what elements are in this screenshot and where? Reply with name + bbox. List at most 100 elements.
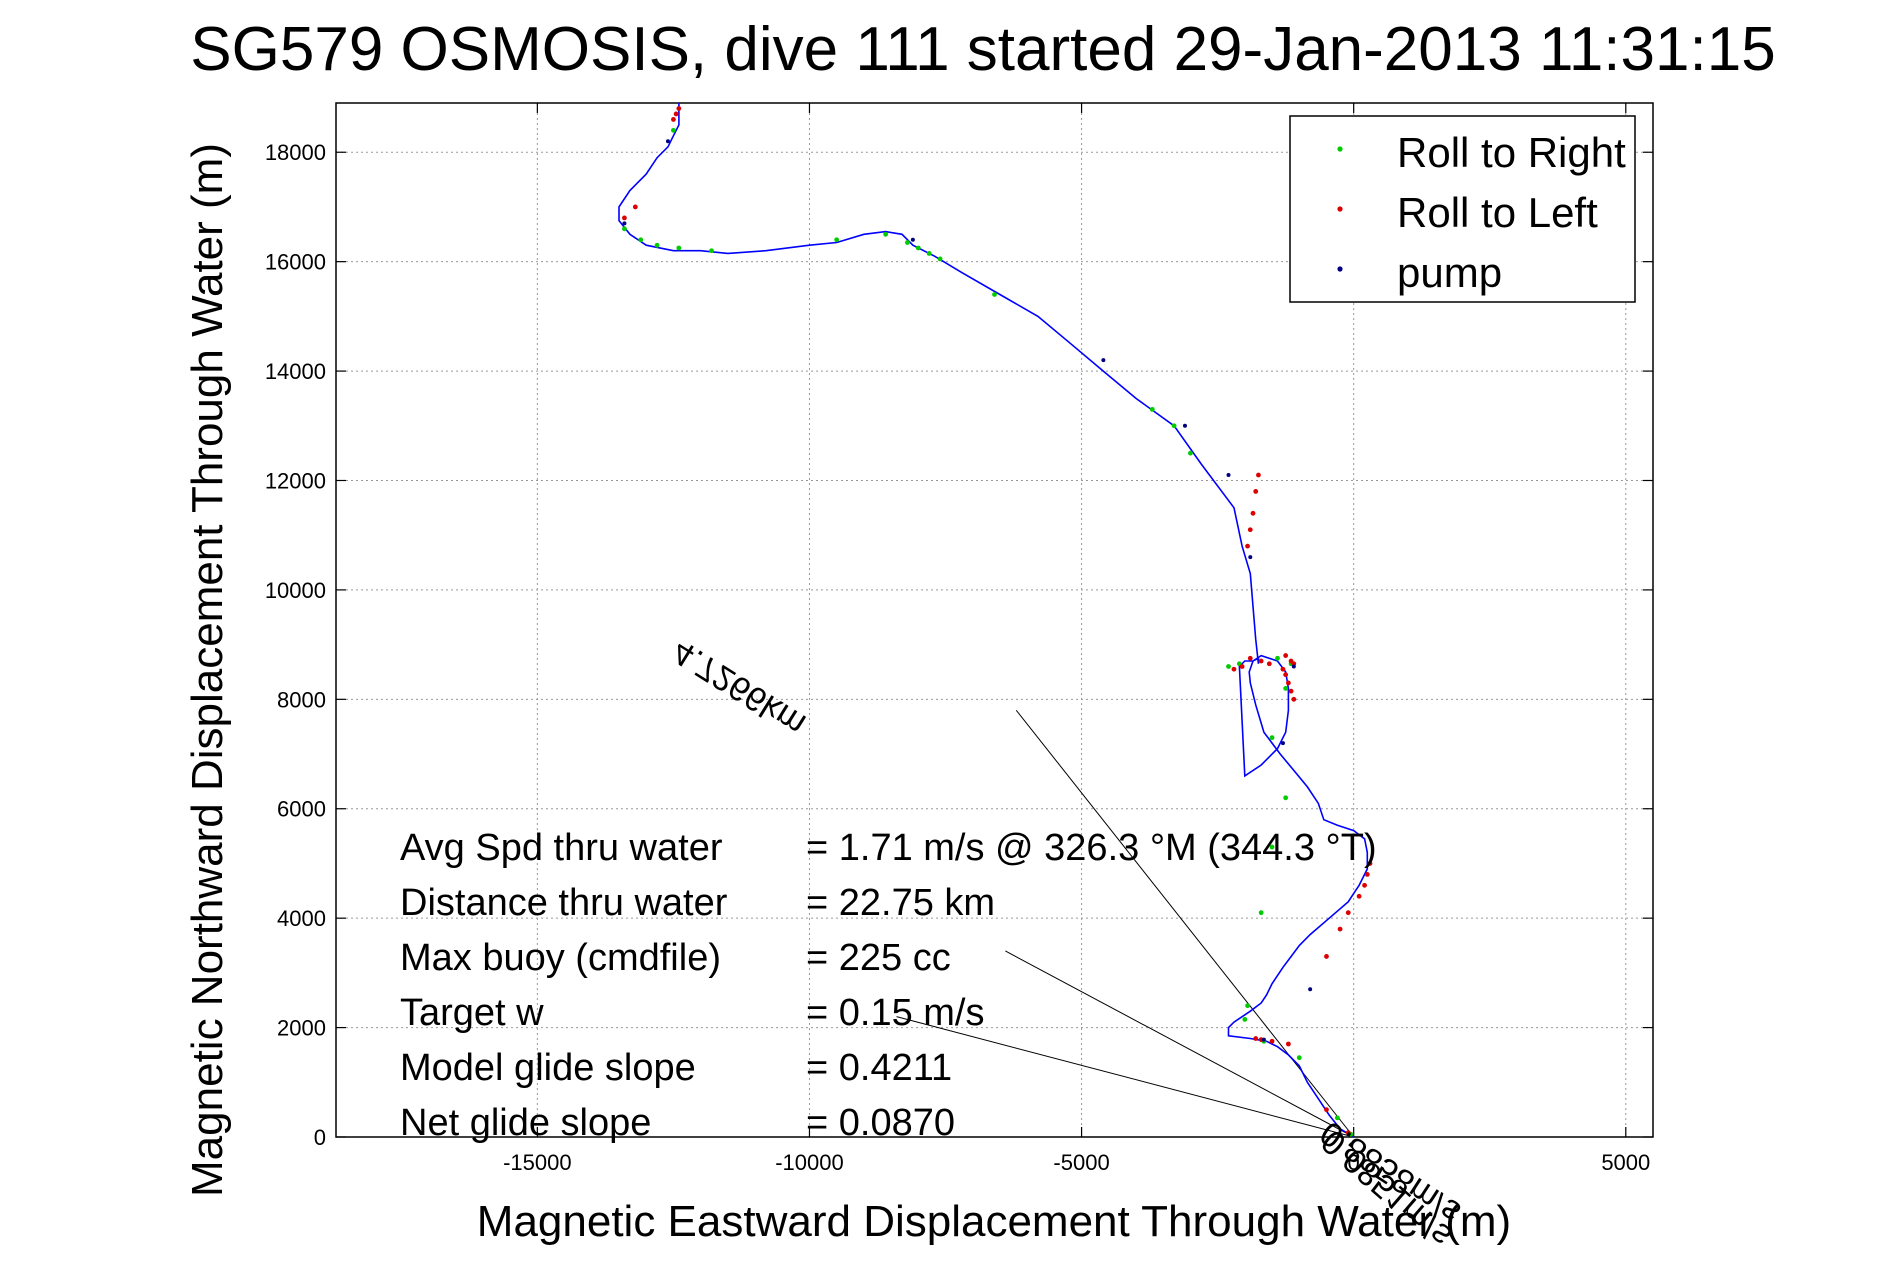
roll-left-point bbox=[1283, 653, 1289, 658]
stat-value: = 0.0870 bbox=[806, 1102, 955, 1144]
roll-left-point bbox=[1345, 1130, 1351, 1136]
pump-point bbox=[665, 139, 670, 144]
roll-left-point bbox=[1247, 527, 1253, 533]
roll-left-point bbox=[1345, 910, 1351, 916]
roll-right-point bbox=[1334, 1115, 1340, 1121]
stat-value: = 22.75 km bbox=[806, 882, 995, 924]
pump-point bbox=[1308, 987, 1313, 992]
roll-left-point bbox=[1285, 680, 1291, 686]
roll-left-point bbox=[1364, 871, 1370, 877]
roll-left-point bbox=[1288, 658, 1294, 664]
stat-label: Avg Spd thru water bbox=[400, 827, 723, 869]
glide-line bbox=[1015, 709, 1355, 1138]
pump-point bbox=[622, 221, 627, 226]
x-tick-label: -5000 bbox=[1053, 1150, 1109, 1175]
roll-left-point bbox=[622, 215, 627, 221]
diagonal-label-distance: 4.7266km bbox=[665, 632, 812, 743]
roll-left-point bbox=[1266, 661, 1272, 667]
pump-point bbox=[1226, 473, 1231, 478]
y-tick-label: 14000 bbox=[265, 359, 326, 384]
roll-right-point bbox=[638, 237, 644, 243]
roll-left-point bbox=[1291, 696, 1297, 702]
stat-value: = 225 cc bbox=[806, 937, 951, 979]
roll-right-point bbox=[1188, 450, 1193, 456]
roll-right-point bbox=[834, 237, 840, 243]
grid-lines bbox=[336, 103, 1653, 1138]
pump-point bbox=[1248, 555, 1253, 560]
y-tick-label: 2000 bbox=[277, 1016, 326, 1041]
stat-label: Target w bbox=[400, 992, 544, 1034]
x-tick-label: 5000 bbox=[1601, 1150, 1650, 1175]
glide-line bbox=[1005, 950, 1354, 1138]
legend-label: pump bbox=[1397, 249, 1502, 296]
roll-right-point bbox=[1269, 735, 1275, 741]
roll-left-point bbox=[1356, 893, 1362, 899]
y-tick-label: 16000 bbox=[265, 250, 326, 275]
stat-label: Max buoy (cmdfile) bbox=[400, 937, 721, 979]
roll-left-point bbox=[632, 204, 638, 210]
y-tick-label: 10000 bbox=[265, 578, 326, 603]
pump-point bbox=[1101, 358, 1106, 363]
roll-right-point bbox=[622, 226, 627, 232]
roll-left-point bbox=[1253, 1036, 1259, 1041]
y-tick-label: 4000 bbox=[277, 906, 326, 931]
annotation-lines bbox=[896, 709, 1355, 1138]
roll-right-point bbox=[1258, 910, 1264, 916]
stat-value: = 1.71 m/s @ 326.3 °M (344.3 °T) bbox=[806, 827, 1377, 869]
roll-right-point bbox=[915, 245, 921, 251]
dive-stats: Avg Spd thru water = 1.71 m/s @ 326.3 °M … bbox=[400, 827, 1377, 1144]
roll-right-point bbox=[1283, 685, 1289, 691]
roll-right-point bbox=[1296, 1055, 1302, 1061]
roll-right-point bbox=[883, 231, 889, 237]
roll-left-point bbox=[671, 117, 676, 122]
roll-left-point bbox=[673, 111, 679, 117]
roll-left-point bbox=[1253, 489, 1259, 494]
roll-right-point bbox=[1245, 1003, 1250, 1009]
roll-right-point bbox=[1149, 406, 1155, 412]
roll-right-point bbox=[1226, 664, 1231, 669]
pump-point bbox=[1291, 664, 1296, 669]
pump-point bbox=[1261, 1037, 1266, 1042]
legend: Roll to Right Roll to Left pump bbox=[1289, 115, 1636, 303]
axis-ticks: -15000 -10000 -5000 0 5000 0 2000 4000 6000 8000 1… bbox=[265, 103, 1653, 1175]
legend-marker bbox=[1337, 206, 1343, 212]
legend-label: Roll to Right bbox=[1397, 129, 1626, 176]
roll-right-point bbox=[654, 242, 660, 248]
pump-point bbox=[1182, 423, 1187, 428]
roll-right-point bbox=[1283, 795, 1289, 801]
y-tick-label: 12000 bbox=[265, 468, 326, 493]
roll-left-point bbox=[1256, 472, 1261, 478]
plot-area bbox=[335, 102, 1654, 1138]
y-tick-label: 8000 bbox=[277, 687, 326, 712]
legend-label: Roll to Left bbox=[1397, 189, 1598, 236]
roll-left-point bbox=[1269, 1038, 1275, 1044]
stat-label: Distance thru water bbox=[400, 882, 728, 924]
roll-right-point bbox=[676, 245, 682, 251]
roll-left-point bbox=[1258, 658, 1264, 664]
y-tick-label: 18000 bbox=[265, 140, 326, 165]
roll-left-point bbox=[1337, 926, 1343, 932]
legend-marker bbox=[1337, 146, 1343, 152]
x-axis-label: Magnetic Eastward Displacement Through W… bbox=[477, 1197, 1511, 1246]
roll-left-point bbox=[1280, 666, 1286, 672]
roll-left-point bbox=[1239, 664, 1245, 669]
x-tick-label: 0 bbox=[1348, 1150, 1360, 1175]
roll-left-point bbox=[1288, 688, 1294, 694]
pump-point bbox=[1280, 741, 1285, 746]
roll-left-point bbox=[1324, 1107, 1329, 1113]
glide-line bbox=[896, 1016, 1354, 1138]
roll-left-point bbox=[1283, 672, 1289, 678]
roll-left-point bbox=[1285, 1041, 1291, 1047]
roll-right-point bbox=[1269, 844, 1275, 850]
roll-left-point bbox=[1324, 954, 1329, 959]
roll-left-point bbox=[1245, 543, 1250, 549]
roll-left-point bbox=[676, 106, 682, 111]
roll-right-point bbox=[937, 256, 943, 262]
y-axis-label: Magnetic Northward Displacement Through … bbox=[183, 143, 232, 1197]
chart-title: SG579 OSMOSIS, dive 111 started 29-Jan-2… bbox=[190, 15, 1775, 84]
roll-right-point bbox=[709, 248, 714, 254]
roll-markers bbox=[622, 106, 1373, 1137]
x-tick-label: -10000 bbox=[775, 1150, 844, 1175]
y-tick-label: 0 bbox=[314, 1125, 326, 1150]
